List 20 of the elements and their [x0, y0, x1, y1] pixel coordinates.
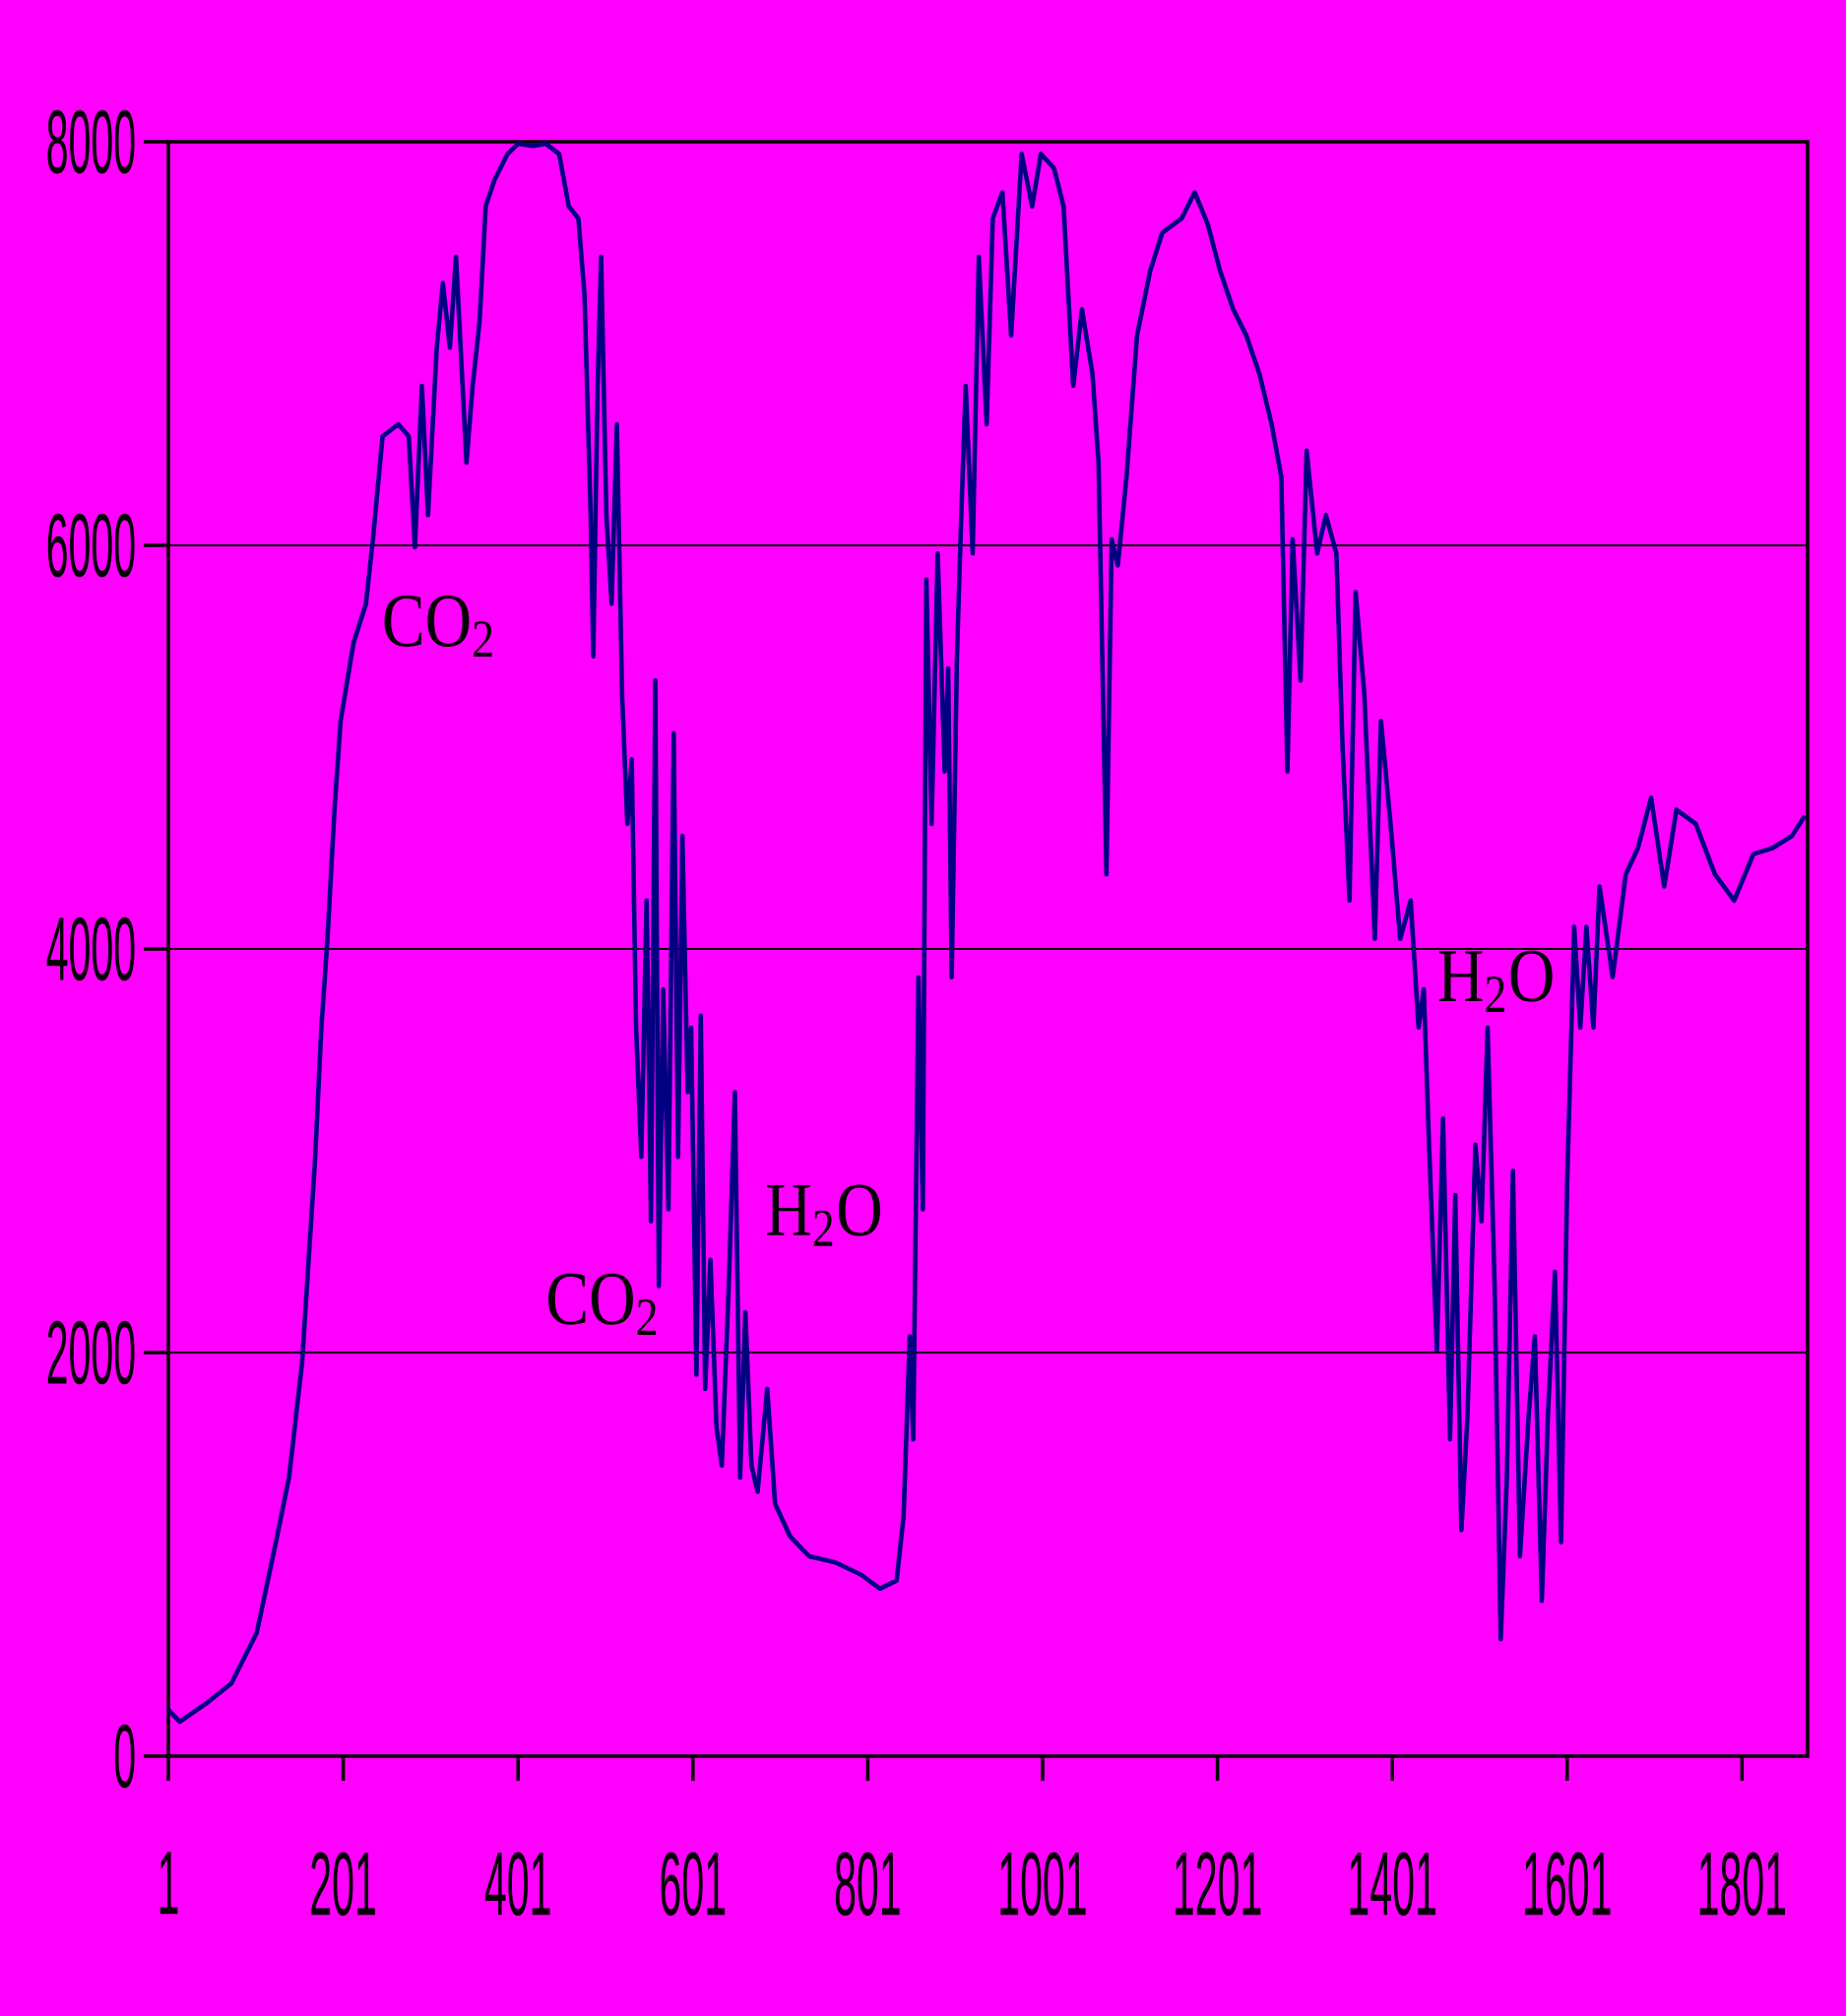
x-tick-label: 1401 [1350, 1852, 1435, 1917]
annotation: H$_{2}$O [767, 1184, 880, 1246]
x-tick-label: 1201 [1175, 1852, 1261, 1917]
line-series [165, 141, 1808, 1725]
y-tick-label: 0 [114, 1724, 135, 1789]
annotation: CO$_{2}$ [548, 1273, 657, 1335]
annotation: CO$_{2}$ [384, 595, 492, 658]
x-tick-label: 801 [835, 1852, 900, 1917]
annotation: H$_{2}$O [1438, 950, 1553, 1012]
y-tick-label: 4000 [46, 916, 135, 981]
x-tick-label: 1601 [1525, 1852, 1611, 1917]
x-tick-label: 601 [661, 1852, 726, 1917]
y-tick-label: 8000 [47, 109, 135, 174]
y-tick-label: 6000 [47, 513, 135, 578]
x-tick-label: 1001 [1000, 1852, 1086, 1917]
x-tick-label: 1801 [1699, 1852, 1786, 1917]
x-tick-label: 1 [159, 1852, 178, 1915]
x-tick-label: 201 [311, 1852, 375, 1917]
x-tick-label: 401 [484, 1852, 550, 1917]
y-tick-label: 2000 [47, 1320, 135, 1385]
